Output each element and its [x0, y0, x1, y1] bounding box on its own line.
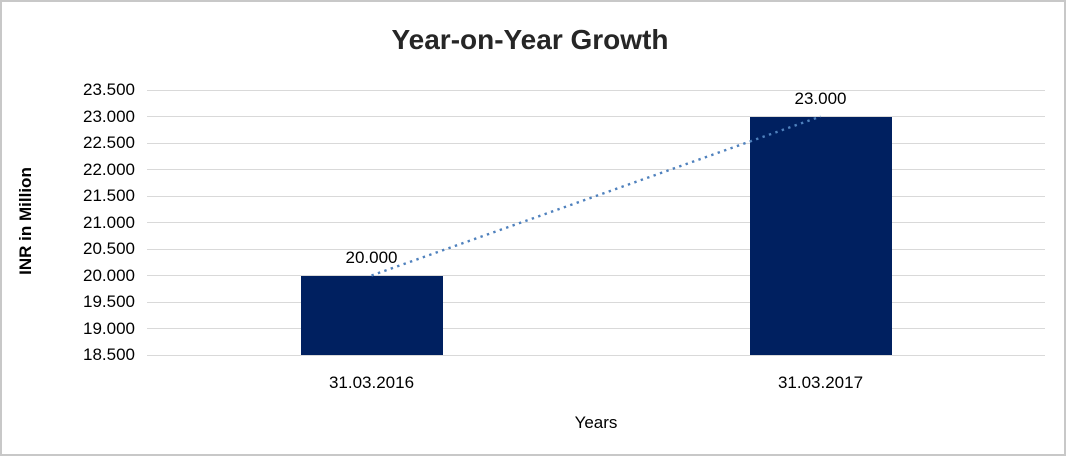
- data-label: 20.000: [345, 247, 398, 267]
- y-tick-label: 21.000: [83, 212, 135, 232]
- y-tick-label: 23.500: [83, 80, 135, 99]
- y-tick-label: 20.000: [83, 265, 135, 285]
- bar-31.03.2017: [749, 116, 892, 355]
- gridline: [147, 169, 1045, 170]
- gridline: [147, 354, 1045, 356]
- x-tick-label: 31.03.2016: [328, 373, 415, 392]
- gridline: [147, 301, 1045, 303]
- y-tick-label: 23.000: [83, 106, 135, 126]
- plot-area: [147, 89, 1045, 356]
- y-tick-label: 22.000: [83, 159, 135, 179]
- gridline: [147, 222, 1045, 223]
- x-tick-label: 31.03.2017: [777, 373, 864, 392]
- gridline: [147, 248, 1045, 250]
- y-tick-label: 19.500: [83, 292, 135, 311]
- data-label: 23.000: [794, 88, 847, 108]
- gridline: [147, 116, 1045, 117]
- x-axis-title: Years: [574, 413, 618, 432]
- gridline: [147, 328, 1045, 329]
- gridline: [147, 89, 1045, 91]
- y-tick-label: 19.000: [83, 318, 135, 338]
- y-tick-label: 18.500: [83, 345, 135, 364]
- y-tick-label: 20.500: [83, 239, 135, 258]
- y-tick-label: 21.500: [83, 186, 135, 205]
- gridline: [147, 142, 1045, 144]
- gridline: [147, 195, 1045, 197]
- bar-31.03.2016: [300, 275, 443, 355]
- y-axis-title-text: INR in Million: [16, 167, 35, 275]
- gridline: [147, 275, 1045, 276]
- y-tick-label: 22.500: [83, 133, 135, 152]
- chart-title: Year-on-Year Growth: [391, 24, 669, 55]
